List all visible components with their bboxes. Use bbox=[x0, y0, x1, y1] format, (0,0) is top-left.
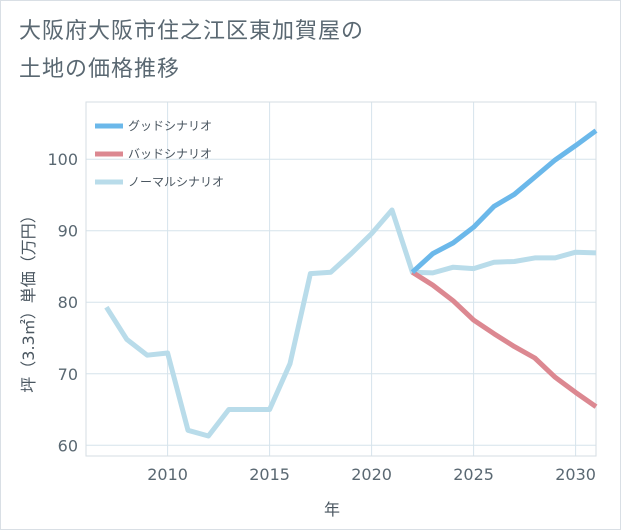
legend-label: ノーマルシナリオ bbox=[128, 175, 224, 189]
series-lines bbox=[104, 128, 598, 439]
x-tick-label: 2015 bbox=[249, 465, 290, 484]
series-line-1 bbox=[411, 270, 598, 409]
y-tick-labels: 60 70 80 90 100 bbox=[47, 150, 78, 455]
legend-item-0[interactable]: グッドシナリオ bbox=[95, 119, 212, 133]
y-tick-label: 60 bbox=[58, 436, 78, 455]
y-axis-title: 坪（3.3㎡）単価（万円） bbox=[19, 207, 38, 392]
title-line-1: 大阪府大阪市住之江区東加賀屋の bbox=[19, 19, 365, 44]
y-tick-label: 90 bbox=[58, 222, 78, 241]
x-tick-label: 2025 bbox=[453, 465, 494, 484]
legend-label: グッドシナリオ bbox=[128, 119, 212, 133]
series-line-2 bbox=[104, 207, 597, 439]
series-line-0 bbox=[410, 128, 598, 275]
x-axis-title: 年 bbox=[324, 500, 340, 519]
legend-label: バッドシナリオ bbox=[128, 147, 212, 161]
x-tick-label: 2030 bbox=[555, 465, 596, 484]
x-tick-label: 2010 bbox=[147, 465, 188, 484]
legend-item-1[interactable]: バッドシナリオ bbox=[95, 147, 212, 161]
y-tick-label: 80 bbox=[58, 293, 78, 312]
x-tick-labels: 2010 2015 2020 2025 2030 bbox=[147, 465, 596, 484]
legend-item-2[interactable]: ノーマルシナリオ bbox=[95, 175, 224, 189]
grid-lines bbox=[86, 102, 596, 456]
x-tick-label: 2020 bbox=[351, 465, 392, 484]
plot-area-frame bbox=[85, 101, 597, 457]
chart-title: 大阪府大阪市住之江区東加賀屋の 土地の価格推移 bbox=[19, 13, 579, 89]
y-tick-label: 70 bbox=[58, 365, 78, 384]
title-line-2: 土地の価格推移 bbox=[19, 57, 181, 82]
y-tick-label: 100 bbox=[47, 150, 78, 169]
